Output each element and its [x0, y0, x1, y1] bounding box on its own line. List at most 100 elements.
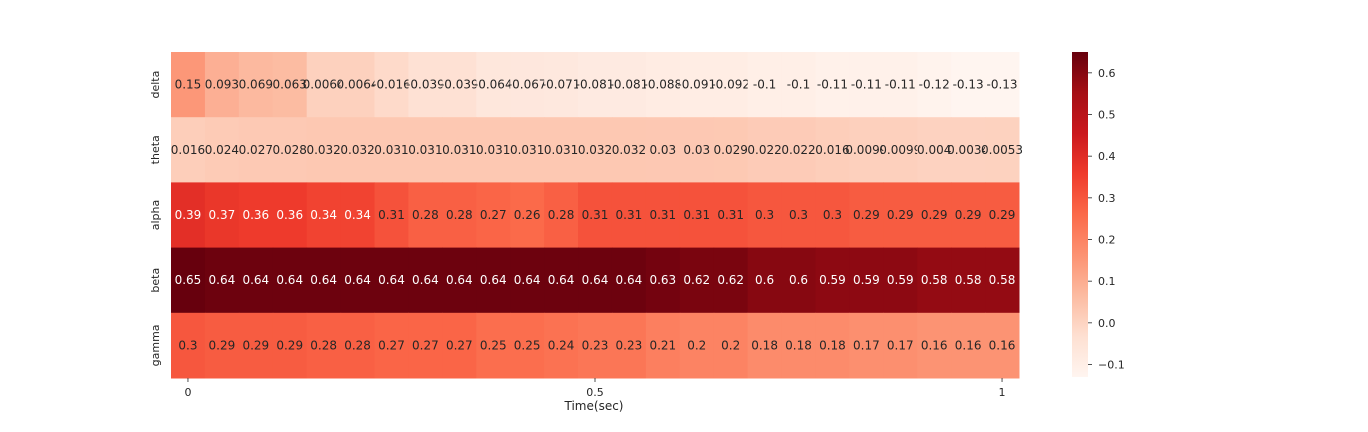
cell-value-label: -0.11 [885, 78, 916, 92]
heatmap-cell [171, 247, 206, 314]
heatmap-cell [204, 117, 240, 183]
cell-value-label: 0.31 [378, 208, 405, 222]
heatmap-cell [272, 247, 308, 314]
x-axis-title: Time(sec) [564, 399, 624, 413]
colorbar-tick-label: 0.6 [1098, 67, 1116, 80]
cell-value-label: 0.31 [649, 208, 676, 222]
heatmap-cell [340, 52, 376, 118]
colorbar-tick-label: 0.2 [1098, 234, 1116, 247]
cell-value-label: 0.2 [721, 338, 740, 352]
cell-value-label: 0.0064 [337, 78, 379, 92]
heatmap-cell [611, 182, 647, 249]
heatmap-cell [611, 52, 647, 118]
cell-value-label: 0.29 [276, 338, 303, 352]
heatmap-cell [849, 117, 884, 183]
heatmap-cell [204, 52, 240, 118]
heatmap-cell [679, 247, 715, 314]
heatmap-cell [917, 312, 952, 379]
heatmap-cell [306, 247, 342, 314]
heatmap-cell [306, 52, 342, 118]
cell-value-label: 0.29 [989, 208, 1016, 222]
cell-value-label: 0.063 [273, 78, 307, 92]
heatmap-cell [578, 182, 613, 249]
cell-value-label: 0.28 [344, 338, 371, 352]
cell-value-label: 0.64 [548, 273, 575, 287]
cell-value-label: 0.6 [755, 273, 774, 287]
heatmap-cell [204, 312, 240, 379]
y-tick-label: gamma [149, 324, 162, 366]
cell-value-label: 0.36 [242, 208, 269, 222]
heatmap-cell [679, 182, 715, 249]
heatmap-cell [408, 52, 443, 118]
heatmap-cell [578, 52, 613, 118]
cell-value-label: 0.64 [446, 273, 473, 287]
heatmap-cell [272, 52, 308, 118]
cell-value-label: 0.29 [887, 208, 914, 222]
cell-value-label: 0.64 [209, 273, 236, 287]
heatmap-cell [985, 312, 1020, 379]
cell-value-label: 0.28 [310, 338, 337, 352]
heatmap-cell [781, 247, 816, 314]
cell-value-label: 0.031 [408, 143, 442, 157]
heatmap-cell [306, 312, 342, 379]
cell-value-label: 0.15 [175, 78, 202, 92]
heatmap-cell [374, 117, 409, 183]
cell-value-label: 0.18 [785, 338, 812, 352]
cell-value-label: 0.21 [649, 338, 676, 352]
cell-value-label: 0.03 [683, 143, 710, 157]
cell-value-label: 0.027 [239, 143, 273, 157]
cell-value-label: -0.067 [508, 78, 547, 92]
cell-value-label: 0.29 [853, 208, 880, 222]
heatmap-cell [238, 182, 274, 249]
cell-value-label: -0.081 [610, 78, 649, 92]
cell-value-label: 0.64 [242, 273, 269, 287]
heatmap-cell [713, 52, 749, 118]
y-tick-label: beta [149, 268, 162, 293]
x-tick-label: 0.5 [586, 386, 604, 399]
cell-value-label: -0.039 [440, 78, 479, 92]
heatmap-cell [408, 312, 443, 379]
cell-value-label: 0.18 [751, 338, 778, 352]
cell-value-label: 0.31 [582, 208, 609, 222]
cell-value-label: 0.16 [955, 338, 982, 352]
heatmap-cell [611, 312, 647, 379]
colorbar [1072, 52, 1088, 377]
cell-value-label: 0.63 [649, 273, 676, 287]
heatmap-cell [510, 182, 545, 249]
heatmap-cell [985, 247, 1020, 314]
cell-value-label: -0.071 [542, 78, 581, 92]
cell-value-label: 0.39 [175, 208, 202, 222]
heatmap-cell [747, 182, 783, 249]
heatmap-cell [713, 312, 749, 379]
cell-value-label: 0.27 [446, 338, 473, 352]
cell-value-label: 0.64 [480, 273, 507, 287]
cell-value-label: 0.3 [755, 208, 774, 222]
cell-value-label: 0.0053 [981, 143, 1023, 157]
cell-value-label: 0.03 [649, 143, 676, 157]
heatmap-cell [510, 117, 545, 183]
heatmap-cell [306, 182, 342, 249]
cell-value-label: -0.081 [576, 78, 615, 92]
cell-value-label: -0.13 [953, 78, 984, 92]
heatmap-cell [645, 312, 681, 379]
heatmap-cell [815, 247, 850, 314]
cell-value-label: 0.59 [887, 273, 914, 287]
cell-value-label: 0.16 [989, 338, 1016, 352]
cell-value-label: 0.64 [514, 273, 541, 287]
heatmap-cell [883, 312, 918, 379]
heatmap-cell [917, 52, 952, 118]
heatmap-cell [747, 117, 783, 183]
cell-value-label: 0.27 [412, 338, 439, 352]
cell-value-label: 0.17 [853, 338, 880, 352]
cell-value-label: 0.032 [578, 143, 612, 157]
heatmap-cell [171, 52, 206, 118]
heatmap-cell [985, 182, 1020, 249]
cell-value-label: 0.64 [344, 273, 371, 287]
heatmap-cell [713, 182, 749, 249]
heatmap-cell [679, 52, 715, 118]
heatmap-cell [815, 312, 850, 379]
cell-value-label: 0.022 [781, 143, 815, 157]
heatmap-cell [204, 247, 240, 314]
heatmap-cell [306, 117, 342, 183]
heatmap-cell [611, 117, 647, 183]
